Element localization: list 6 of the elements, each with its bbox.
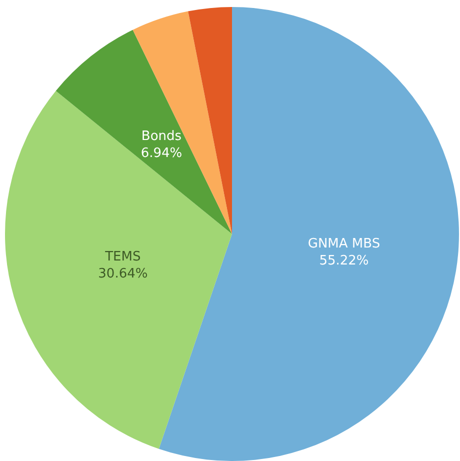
slice-label: GNMA MBS [308, 236, 380, 252]
data-label: 6.94% [140, 146, 182, 161]
data-label: 30.64% [98, 266, 148, 282]
slice-label: Bonds [141, 128, 182, 144]
slice-label: TEMS [104, 249, 141, 264]
data-label: 55.22% [319, 253, 369, 268]
